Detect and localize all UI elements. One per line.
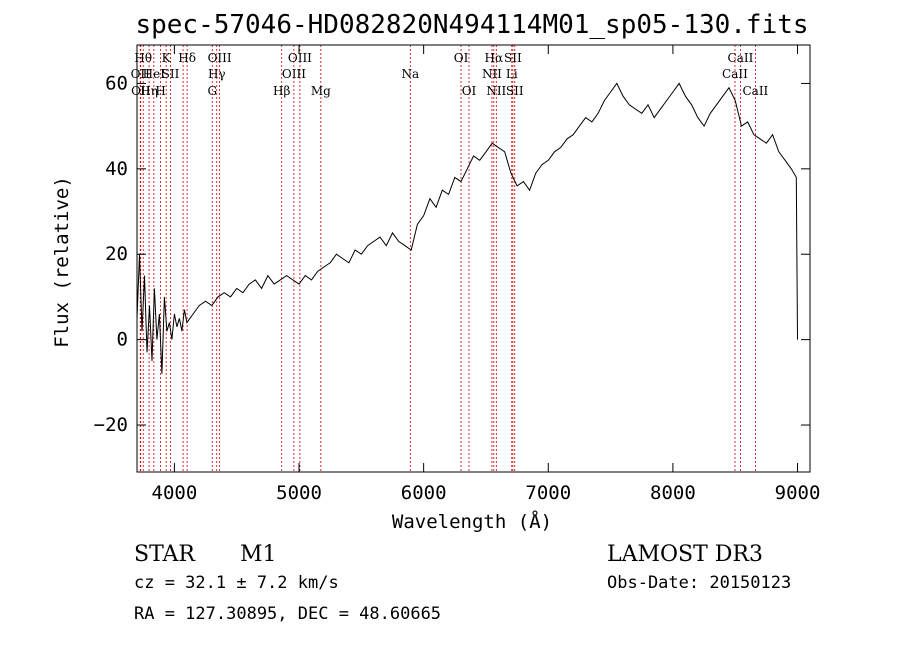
flux-series-line	[136, 82, 798, 374]
x-tick-label: 8000	[650, 482, 696, 504]
y-tick-label: 20	[105, 243, 128, 265]
spectral-line-label: OIII	[282, 67, 306, 81]
object-subclass: M1	[240, 542, 277, 567]
spectral-line-label: CaII	[742, 84, 768, 98]
spectral-line-label: Hδ	[178, 51, 196, 65]
spectral-line-label: H	[155, 84, 165, 98]
spectral-line-label: G	[207, 84, 217, 98]
spectral-line-label: SII	[504, 51, 522, 65]
spectral-line-label: CaII	[722, 67, 748, 81]
coordinates: RA = 127.30895, DEC = 48.60665	[134, 604, 441, 624]
spectral-line-label: Hα	[485, 51, 504, 65]
y-tick-label: 60	[105, 72, 128, 94]
y-axis-label: Flux (relative)	[51, 176, 73, 348]
y-tick-label: 40	[105, 158, 128, 180]
spectral-line-label: Na	[401, 67, 419, 81]
spectral-line-label: Hγ	[208, 67, 226, 81]
x-tick-label: 7000	[525, 482, 571, 504]
spectral-line-labels: OII OII Hθ Hη HeI H K SII Hδ G Hγ OIII Hβ OIII OIII Mg N…	[131, 51, 769, 98]
x-tick-label: 5000	[276, 482, 322, 504]
spectral-line-label: NII	[482, 67, 502, 81]
obs-date: Obs-Date: 20150123	[607, 573, 791, 593]
plot-frame	[136, 44, 811, 473]
x-axis-ticks: 4000 5000 6000 7000 8000 9000	[152, 45, 821, 504]
spectral-line-label: Li	[506, 67, 518, 81]
spectral-line-label: CaII	[728, 51, 754, 65]
spectral-line-label: K	[162, 51, 172, 65]
y-axis-ticks: −20 0 20 40 60	[94, 72, 810, 436]
spectral-line-label: SII	[506, 84, 524, 98]
spectral-line-label: Hθ	[134, 51, 152, 65]
x-axis-label: Wavelength (Å)	[392, 510, 552, 533]
x-tick-label: 6000	[401, 482, 447, 504]
y-tick-label: 0	[117, 329, 128, 351]
spectral-line-label: OI	[462, 84, 477, 98]
object-class: STAR	[134, 542, 196, 567]
spectral-line-label: SII	[162, 67, 180, 81]
spectral-line-label: Mg	[311, 84, 331, 98]
spectral-line-label: OI	[454, 51, 469, 65]
survey-name: LAMOST DR3	[607, 542, 763, 567]
spectral-line-label: Hβ	[273, 84, 290, 98]
spectral-line-label: Hη	[140, 84, 158, 98]
x-tick-label: 4000	[152, 482, 198, 504]
spectral-line-label: OIII	[208, 51, 232, 65]
spectral-line-label: OIII	[288, 51, 312, 65]
spectral-line-markers	[139, 45, 756, 472]
spectral-line-label: NII	[486, 84, 506, 98]
spectral-line-label: OII	[131, 67, 151, 81]
redshift-info: cz = 32.1 ± 7.2 km/s	[134, 573, 339, 593]
spectral-line-label: HeI	[143, 67, 166, 81]
chart-title: spec-57046-HD082820N494114M01_sp05-130.f…	[135, 10, 808, 40]
y-tick-label: −20	[94, 414, 128, 436]
x-tick-label: 9000	[775, 482, 821, 504]
spectral-line-label: OII	[131, 84, 151, 98]
